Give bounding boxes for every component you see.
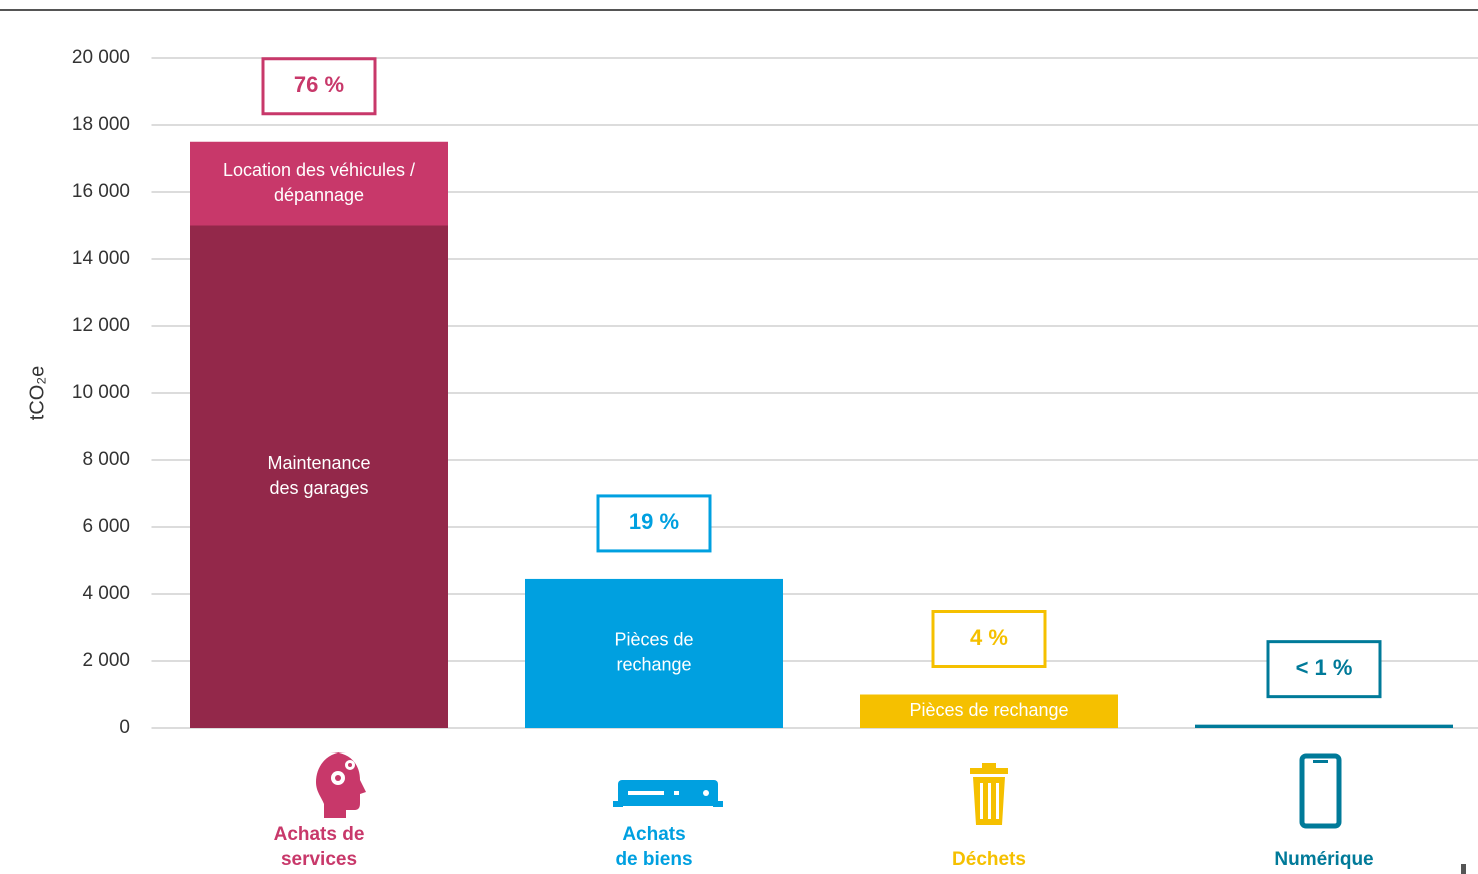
share-label: 4 %	[970, 625, 1008, 650]
y-tick-label: 2 000	[82, 650, 130, 671]
icon-goods	[613, 780, 723, 807]
share-box	[261, 57, 377, 116]
segment-label: rechange	[616, 655, 691, 675]
y-axis-label: tCO₂e	[26, 366, 48, 420]
x-tick-label: Numérique	[1274, 849, 1373, 870]
share-label: 19 %	[629, 509, 679, 534]
y-tick-label: 10 000	[72, 382, 130, 403]
bar-segment	[1195, 724, 1453, 728]
share-box	[931, 610, 1047, 668]
y-tick-label: 18 000	[72, 114, 130, 135]
bar-segment	[860, 694, 1118, 728]
y-tick-label: 12 000	[72, 315, 130, 336]
share-label: < 1 %	[1296, 655, 1353, 680]
x-tick-label: Déchets	[952, 849, 1026, 870]
x-tick-label: de biens	[615, 849, 692, 870]
x-tick-label: Achats	[622, 824, 685, 845]
icon-waste	[970, 763, 1008, 825]
segment-label: Location des véhicules /	[223, 160, 415, 180]
y-tick-label: 4 000	[82, 583, 130, 604]
segment-label: des garages	[269, 478, 368, 498]
segment-label: Pièces de rechange	[909, 700, 1068, 720]
x-tick-label: services	[281, 849, 357, 870]
segment-label: dépannage	[274, 185, 364, 205]
x-tick-label: Achats de	[274, 824, 365, 845]
corner-mark	[1461, 864, 1466, 874]
bar-segment	[190, 141, 448, 226]
y-tick-label: 8 000	[82, 449, 130, 470]
share-label: 76 %	[294, 72, 344, 97]
bar-segment	[525, 578, 783, 728]
icon-digital	[1299, 753, 1342, 829]
y-tick-label: 6 000	[82, 516, 130, 537]
y-tick-label: 16 000	[72, 181, 130, 202]
y-tick-label: 0	[119, 717, 130, 738]
segment-label: Maintenance	[267, 453, 370, 473]
icon-services	[316, 752, 366, 818]
y-tick-label: 20 000	[72, 47, 130, 68]
share-box	[1266, 640, 1382, 699]
bar-segment	[190, 225, 448, 728]
share-box	[596, 494, 712, 553]
segment-label: Pièces de	[614, 630, 693, 650]
y-tick-label: 14 000	[72, 248, 130, 269]
